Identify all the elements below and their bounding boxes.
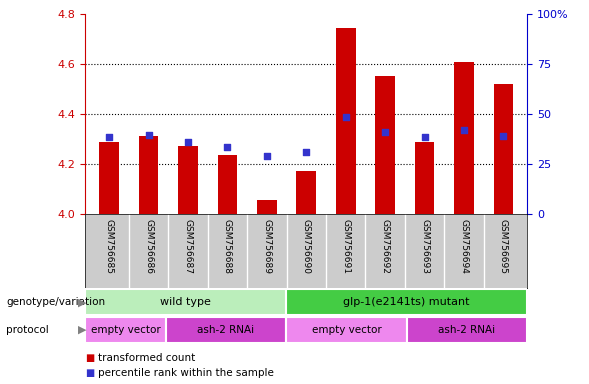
Bar bbox=[406, 316, 527, 343]
Bar bbox=[99, 142, 119, 214]
Bar bbox=[494, 84, 514, 214]
Text: ■: ■ bbox=[85, 368, 95, 378]
Bar bbox=[286, 289, 527, 316]
Text: GSM756693: GSM756693 bbox=[420, 220, 429, 275]
Text: GSM756689: GSM756689 bbox=[262, 220, 272, 275]
Text: GSM756691: GSM756691 bbox=[341, 220, 350, 275]
Text: GSM756688: GSM756688 bbox=[223, 220, 232, 275]
Text: empty vector: empty vector bbox=[91, 325, 160, 335]
Bar bbox=[336, 28, 356, 214]
Text: ▶: ▶ bbox=[78, 325, 87, 335]
Bar bbox=[166, 316, 286, 343]
Text: ash-2 RNAi: ash-2 RNAi bbox=[438, 325, 495, 335]
Text: ■: ■ bbox=[85, 353, 95, 363]
Text: protocol: protocol bbox=[6, 325, 49, 335]
Point bbox=[341, 114, 350, 121]
Bar bbox=[257, 200, 277, 214]
Text: ash-2 RNAi: ash-2 RNAi bbox=[197, 325, 254, 335]
Bar bbox=[217, 155, 237, 214]
Text: GSM756687: GSM756687 bbox=[183, 220, 193, 275]
Bar bbox=[138, 136, 158, 214]
Bar bbox=[85, 289, 286, 316]
Point bbox=[104, 134, 114, 141]
Point bbox=[183, 139, 193, 146]
Point bbox=[380, 129, 390, 136]
Text: glp-1(e2141ts) mutant: glp-1(e2141ts) mutant bbox=[343, 297, 470, 307]
Bar bbox=[454, 63, 474, 214]
Text: ▶: ▶ bbox=[78, 297, 87, 307]
Text: GSM756685: GSM756685 bbox=[105, 220, 114, 275]
Bar bbox=[415, 142, 435, 214]
Point bbox=[459, 127, 469, 133]
Text: percentile rank within the sample: percentile rank within the sample bbox=[98, 368, 274, 378]
Bar bbox=[296, 171, 316, 214]
Point bbox=[499, 133, 508, 139]
Point bbox=[144, 132, 153, 138]
Bar bbox=[375, 76, 395, 214]
Text: GSM756692: GSM756692 bbox=[380, 220, 390, 275]
Text: genotype/variation: genotype/variation bbox=[6, 297, 105, 307]
Point bbox=[223, 144, 232, 151]
Point bbox=[302, 149, 311, 156]
Text: GSM756686: GSM756686 bbox=[144, 220, 153, 275]
Point bbox=[262, 153, 272, 159]
Text: GSM756690: GSM756690 bbox=[302, 220, 311, 275]
Point bbox=[420, 134, 429, 141]
Bar bbox=[85, 316, 166, 343]
Text: transformed count: transformed count bbox=[98, 353, 196, 363]
Text: GSM756695: GSM756695 bbox=[499, 220, 508, 275]
Text: empty vector: empty vector bbox=[312, 325, 381, 335]
Bar bbox=[178, 146, 198, 214]
Text: wild type: wild type bbox=[160, 297, 211, 307]
Text: GSM756694: GSM756694 bbox=[459, 220, 468, 275]
Bar bbox=[286, 316, 406, 343]
